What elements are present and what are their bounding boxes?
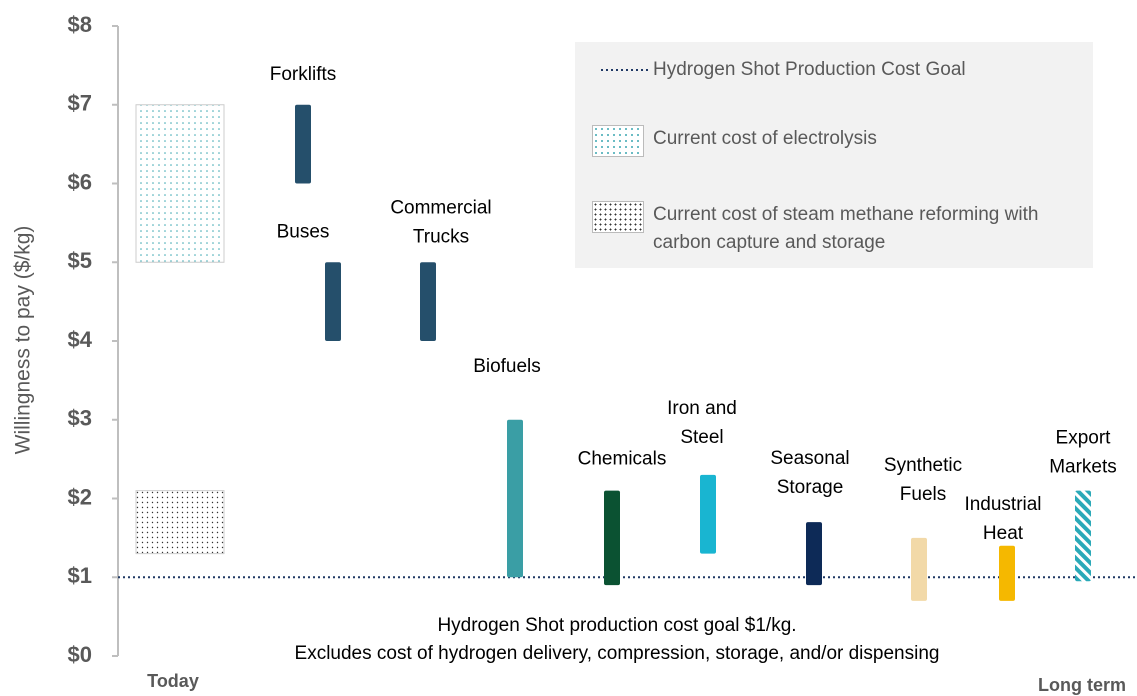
legend-line (601, 69, 651, 71)
y-tick-label: $4 (68, 327, 93, 352)
cost-band (135, 490, 225, 555)
category-label: Buses (277, 221, 330, 242)
y-tick-label: $7 (68, 91, 92, 116)
annotation: Hydrogen Shot production cost goal $1/kg… (437, 615, 796, 636)
category-label: Industrial Heat (964, 494, 1041, 544)
range-bar (700, 474, 716, 554)
legend-swatch (592, 125, 644, 157)
y-tick-label: $8 (68, 12, 92, 37)
category-label: Commercial Trucks (390, 197, 491, 247)
category-label: Synthetic Fuels (884, 455, 962, 505)
range-bar (806, 522, 822, 586)
y-tick-label: $5 (68, 248, 92, 273)
y-tick-label: $0 (68, 642, 92, 667)
y-tick-label: $6 (68, 169, 92, 194)
legend-item: Current cost of steam methane reforming … (575, 201, 1053, 257)
category-label: Export Markets (1049, 428, 1117, 478)
range-bar (1075, 490, 1091, 582)
legend-label: Hydrogen Shot Production Cost Goal (653, 59, 966, 80)
legend-label: Current cost of electrolysis (653, 128, 877, 149)
annotation: Excludes cost of hydrogen delivery, comp… (295, 643, 940, 664)
legend-label: Current cost of steam methane reforming … (653, 204, 1039, 253)
category-label: Forklifts (270, 64, 337, 85)
legend-item: Current cost of electrolysis (575, 125, 1053, 157)
range-bar (325, 262, 341, 341)
y-tick-label: $2 (68, 484, 92, 509)
cost-band (135, 104, 225, 263)
category-label: Chemicals (578, 449, 667, 470)
x-end-label: Today (147, 671, 199, 691)
legend: Hydrogen Shot Production Cost Goal Curre… (575, 42, 1093, 268)
y-tick-label: $3 (68, 406, 92, 431)
y-tick-label: $1 (68, 563, 92, 588)
range-bar (295, 104, 311, 184)
range-bar (507, 419, 523, 578)
x-end-label: Long term (1038, 675, 1126, 695)
range-bar (604, 490, 620, 586)
category-label: Iron and Steel (667, 398, 737, 448)
range-bar (999, 545, 1015, 601)
category-label: Seasonal Storage (770, 448, 849, 498)
range-bar (911, 537, 927, 601)
legend-swatch (592, 201, 644, 233)
category-label: Biofuels (473, 356, 541, 377)
range-bar (420, 262, 436, 341)
y-axis-label: Willingness to pay ($/kg) (12, 226, 35, 455)
legend-item: Hydrogen Shot Production Cost Goal (575, 56, 1053, 84)
